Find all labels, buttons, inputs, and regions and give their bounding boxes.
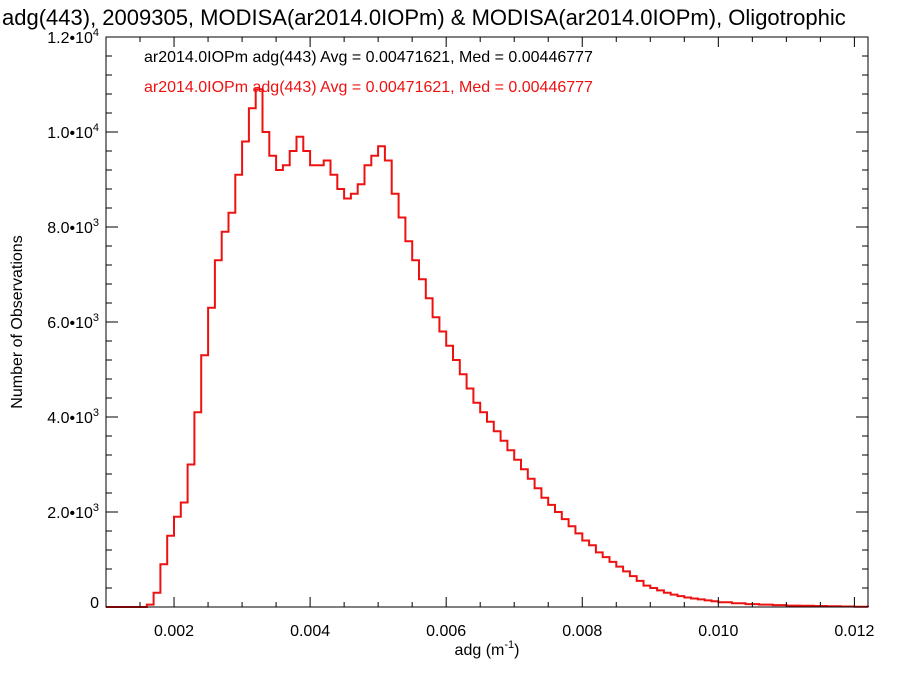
plot-series (106, 88, 869, 608)
x-axis-label-base: adg (m (455, 642, 505, 659)
y-tick-label: 6.0•103 (47, 312, 99, 332)
x-tick-label: 0.004 (290, 623, 330, 640)
y-axis-label: Number of Observations (9, 235, 26, 408)
y-tick-label: 0 (90, 595, 99, 612)
stats-line-2: ar2014.0IOPm adg(443) Avg = 0.00471621, … (144, 79, 593, 96)
y-tick-label: 8.0•103 (47, 217, 99, 237)
x-tick-label: 0.012 (834, 623, 874, 640)
x-tick-label: 0.010 (698, 623, 738, 640)
x-tick-label: 0.008 (562, 623, 602, 640)
y-tick-label: 1.2•104 (47, 27, 99, 47)
y-tick-label: 4.0•103 (47, 407, 99, 427)
chart-title: adg(443), 2009305, MODISA(ar2014.0IOPm) … (2, 5, 846, 30)
y-axis: 0 2.0•103 4.0•103 6.0•103 8.0•103 1.0•104 1.2•… (47, 27, 868, 612)
x-axis-label-exponent: -1 (504, 639, 514, 651)
y-tick-label: 1.0•104 (47, 122, 99, 142)
stats-line-1: ar2014.0IOPm adg(443) Avg = 0.00471621, … (144, 49, 593, 66)
x-tick-label: 0.006 (426, 623, 466, 640)
x-tick-label: 0.002 (154, 623, 194, 640)
y-tick-label: 2.0•103 (47, 502, 99, 522)
plot-frame (105, 36, 869, 608)
histogram-line-1 (106, 88, 869, 608)
x-axis: 0.002 0.004 0.006 0.008 0.010 0.012 (139, 37, 875, 640)
stats-annotations: ar2014.0IOPm adg(443) Avg = 0.00471621, … (144, 49, 593, 96)
x-axis-label-end: ) (514, 642, 519, 659)
x-axis-label: adg (m-1) (455, 639, 520, 659)
